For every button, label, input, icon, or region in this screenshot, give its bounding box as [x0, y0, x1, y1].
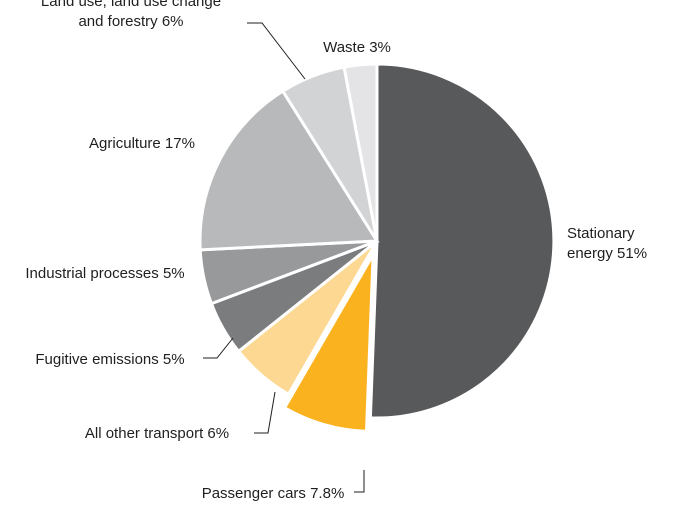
leader-line-all-other-transport [254, 391, 276, 434]
leader-line-passenger-cars [354, 470, 365, 493]
slice-label-land-use-land-use-change-and-forestry: Land use, land use change and forestry 6% [41, 0, 221, 30]
slice-label-waste: Waste 3% [323, 39, 391, 56]
slice-label-agriculture: Agriculture 17% [89, 135, 195, 152]
slice-label-stationary-energy: Stationary energy 51% [567, 225, 647, 262]
pie-slice-agriculture [198, 89, 380, 252]
slice-label-industrial-processes: Industrial processes 5% [25, 265, 184, 282]
leader-line-fugitive-emissions [203, 337, 234, 359]
slice-label-passenger-cars: Passenger cars 7.8% [202, 485, 345, 502]
pie-slice-waste [342, 62, 379, 242]
slice-labels: Stationary energy 51% Passenger cars 7.8% A… [25, 0, 647, 502]
slice-label-fugitive-emissions: Fugitive emissions 5% [35, 351, 184, 368]
pie-slices [198, 62, 556, 433]
pie-slice-passenger-cars [282, 253, 375, 433]
slice-label-all-other-transport: All other transport 6% [85, 425, 229, 442]
leader-line-land-use-land-use-change-and-forestry [247, 22, 306, 80]
pie-slice-stationary-energy [368, 62, 556, 420]
leader-lines [203, 22, 365, 493]
